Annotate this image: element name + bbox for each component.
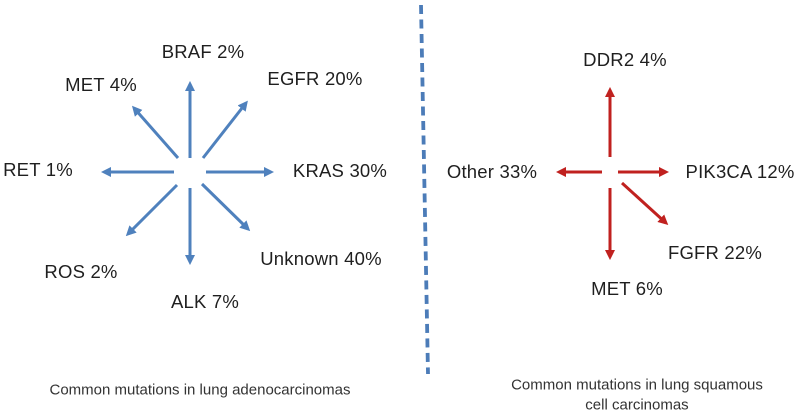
label-kras: KRAS 30%: [292, 160, 388, 181]
label-fgfr: FGFR 22%: [667, 242, 763, 263]
label-egfr: EGFR 20%: [267, 68, 363, 89]
label-ret: RET 1%: [3, 159, 73, 180]
label-ros: ROS 2%: [44, 261, 118, 282]
squamous-diagram: DDR2 4% PIK3CA 12% FGFR 22% MET 6% Other…: [421, 0, 797, 420]
arrow-unknown: [200, 182, 251, 232]
arrow-ros: [125, 183, 179, 237]
label-pik3ca: PIK3CA 12%: [685, 161, 795, 182]
adenocarcinoma-diagram: BRAF 2% EGFR 20% KRAS 30% Unknown 40% AL…: [3, 41, 388, 399]
squamous-caption: Common mutations in lung squamous cell c…: [511, 376, 763, 415]
label-unknown: Unknown 40%: [260, 248, 382, 269]
label-met: MET 4%: [65, 74, 137, 95]
squamous-arrows: [555, 86, 670, 261]
arrow-met: [131, 105, 180, 159]
label-met-squamous: MET 6%: [591, 278, 663, 299]
label-other: Other 33%: [446, 161, 538, 182]
squamous-caption-line2: cell carcinomas: [585, 396, 689, 413]
arrow-egfr: [201, 100, 248, 159]
label-ddr2: DDR2 4%: [583, 49, 667, 70]
arrow-fgfr: [620, 181, 669, 226]
label-alk: ALK 7%: [170, 291, 240, 312]
adenocarcinoma-arrows: [100, 80, 275, 266]
label-braf: BRAF 2%: [161, 41, 245, 62]
adenocarcinoma-caption: Common mutations in lung adenocarcinomas: [49, 381, 351, 399]
squamous-caption-line1: Common mutations in lung squamous: [511, 376, 763, 394]
